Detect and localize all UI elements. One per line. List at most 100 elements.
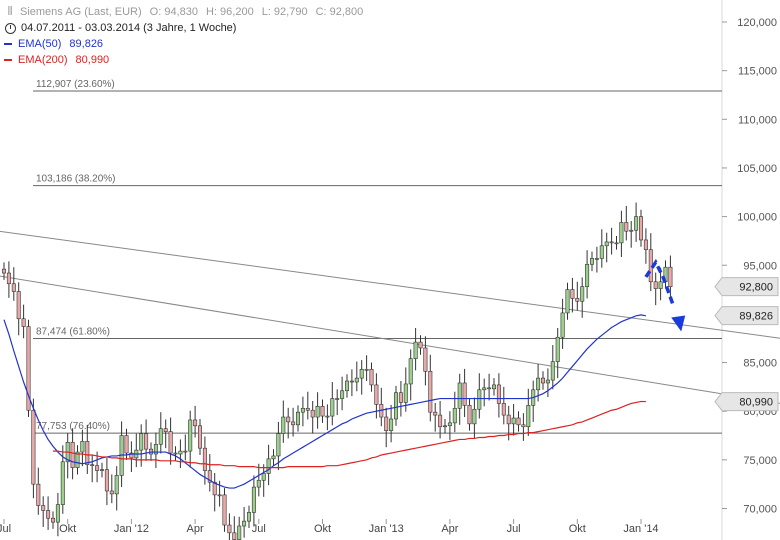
candle-body (90, 464, 95, 467)
candle-body (624, 222, 629, 232)
candle-body (281, 416, 286, 434)
candle-body (398, 392, 403, 403)
candle-body (594, 258, 599, 260)
candle-body (16, 291, 21, 320)
candle-body (609, 241, 614, 244)
candle-body (188, 419, 193, 452)
last-price-tag-text: 92,800 (739, 282, 773, 294)
trend-line (0, 275, 780, 404)
candle-body (638, 216, 643, 241)
candle-body (384, 416, 389, 431)
candle-body (227, 524, 232, 534)
candle-body (320, 406, 325, 417)
candle-body (423, 347, 428, 372)
candle-body (80, 441, 85, 453)
candle-body (589, 258, 594, 265)
fib-level-label: 103,186 (38.20%) (36, 174, 116, 185)
candle-body (295, 411, 300, 426)
x-tick-label: Jan '13 (369, 523, 404, 535)
candle-body (374, 384, 379, 405)
candle-body (207, 470, 212, 483)
candle-body (653, 281, 658, 289)
candle-body (202, 447, 207, 471)
period-text: 04.07.2011 - 03.03.2014 (3 Jahre, 1 Woch… (21, 22, 237, 34)
x-tick-label: Okt (569, 523, 586, 535)
candle-body (261, 473, 266, 481)
candle-body (403, 383, 408, 403)
x-tick-label: Jan '14 (623, 523, 658, 535)
ema200-value: 80,990 (75, 54, 110, 66)
candle-body (144, 433, 149, 450)
legend-ema50: EMA(50) 89,826 (4, 36, 363, 52)
forecast-arrow-head (671, 315, 686, 332)
fib-level-label: 77,753 (76.40%) (36, 421, 110, 432)
candle-body (212, 481, 217, 496)
candle-body (643, 239, 648, 250)
candle-body (222, 494, 227, 526)
candle-body (467, 405, 472, 425)
candle-body (300, 407, 305, 413)
candle-body (6, 272, 11, 285)
candle-body (291, 421, 296, 426)
candle-body (114, 475, 119, 495)
period-row: 04.07.2011 - 03.03.2014 (3 Jahre, 1 Woch… (4, 20, 363, 36)
legend-ema200: EMA(200) 80,990 (4, 52, 363, 68)
y-tick-label: 120,000 (737, 17, 777, 29)
candle-body (526, 405, 531, 428)
candle-body (100, 469, 105, 471)
candle-body (217, 494, 222, 497)
candle-body (452, 407, 457, 424)
candle-body (153, 443, 158, 455)
candle-body (585, 263, 590, 287)
candle-body (447, 422, 452, 427)
candle-body (354, 377, 359, 383)
high-value: H: 96,200 (205, 6, 254, 18)
y-tick-label: 105,000 (737, 163, 777, 175)
candle-body (501, 403, 506, 416)
candle-body (516, 417, 521, 426)
x-tick-label: Apr (441, 523, 458, 535)
candle-body (487, 387, 492, 390)
candle-body (75, 451, 80, 468)
candle-body (271, 455, 276, 460)
candle-body (247, 512, 252, 522)
candle-body (477, 389, 482, 410)
candle-body (183, 450, 188, 453)
candle-body (658, 281, 663, 289)
candle-body (1, 268, 7, 274)
candle-body (570, 289, 575, 299)
candle-body (85, 441, 90, 466)
candle-body (599, 245, 604, 259)
x-tick-label: Jul (252, 523, 266, 535)
candle-body (310, 409, 315, 418)
close-value: C: 92,800 (315, 6, 364, 18)
candle-body (60, 461, 65, 505)
forecast-arrow-line (644, 258, 675, 305)
ema200-tag-box (714, 392, 779, 412)
candle-body (109, 490, 114, 495)
ema50-swatch (4, 43, 12, 45)
candle-body (364, 369, 369, 371)
candle-body (104, 469, 109, 492)
candle-body (26, 326, 31, 411)
last-price-tag-box (714, 277, 779, 297)
candle-body (580, 286, 585, 302)
candle-body (614, 242, 619, 245)
x-tick-label: Jul (0, 523, 11, 535)
candle-body (393, 392, 398, 420)
candle-body (36, 483, 41, 506)
candle-body (545, 379, 550, 384)
ema50-name: EMA(50) (18, 38, 62, 50)
candle-body (634, 216, 639, 231)
candle-body (555, 336, 560, 362)
candle-body (428, 371, 433, 413)
candle-body (359, 369, 364, 379)
candle-body (31, 409, 36, 485)
candle-body (369, 369, 374, 386)
instrument-row: ⫼ Siemens AG (Last, EUR) O: 94,830 H: 96… (4, 4, 364, 20)
candle-body (95, 465, 100, 471)
candle-body (256, 479, 261, 488)
candle-body (237, 525, 242, 540)
candle-body (193, 419, 198, 427)
